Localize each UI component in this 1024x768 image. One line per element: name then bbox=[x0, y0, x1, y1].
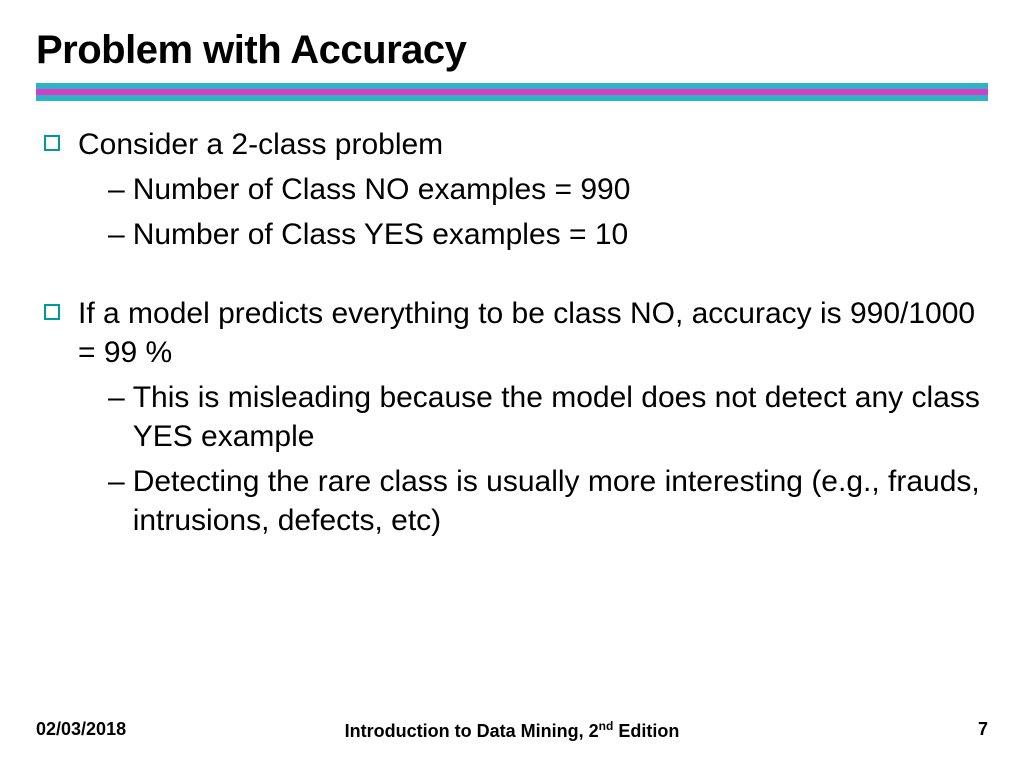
slide-footer: 02/03/2018 Introduction to Data Mining, … bbox=[36, 719, 988, 740]
slide: Problem with Accuracy Consider a 2-class… bbox=[0, 0, 1024, 768]
bullet-level2: – This is misleading because the model d… bbox=[108, 378, 988, 456]
footer-title-prefix: Introduction to Data Mining, 2 bbox=[345, 721, 599, 741]
spacer bbox=[44, 260, 988, 294]
bullet-level1: Consider a 2-class problem bbox=[44, 125, 988, 164]
footer-title: Introduction to Data Mining, 2nd Edition bbox=[345, 719, 680, 742]
footer-title-sup: nd bbox=[599, 719, 614, 733]
footer-date: 02/03/2018 bbox=[36, 719, 126, 740]
footer-title-suffix: Edition bbox=[613, 721, 679, 741]
square-bullet-icon bbox=[44, 135, 60, 151]
bullet-text: Number of Class NO examples = 990 bbox=[133, 170, 631, 209]
dash-bullet-icon: – bbox=[108, 462, 125, 501]
square-bullet-icon bbox=[44, 304, 60, 320]
bullet-text: Number of Class YES examples = 10 bbox=[133, 215, 629, 254]
dash-bullet-icon: – bbox=[108, 378, 125, 417]
bullet-text: If a model predicts everything to be cla… bbox=[78, 294, 988, 372]
title-divider bbox=[36, 83, 988, 101]
bullet-level2: – Detecting the rare class is usually mo… bbox=[108, 462, 988, 540]
bullet-level2: – Number of Class YES examples = 10 bbox=[108, 215, 988, 254]
bullet-level2: – Number of Class NO examples = 990 bbox=[108, 170, 988, 209]
dash-bullet-icon: – bbox=[108, 170, 125, 209]
bullet-text: This is misleading because the model doe… bbox=[133, 378, 988, 456]
slide-title: Problem with Accuracy bbox=[36, 28, 988, 73]
slide-content: Consider a 2-class problem – Number of C… bbox=[36, 125, 988, 540]
footer-page-number: 7 bbox=[978, 719, 988, 740]
dash-bullet-icon: – bbox=[108, 215, 125, 254]
bullet-text: Detecting the rare class is usually more… bbox=[133, 462, 988, 540]
divider-bar-3 bbox=[36, 95, 988, 101]
bullet-text: Consider a 2-class problem bbox=[78, 125, 443, 164]
bullet-level1: If a model predicts everything to be cla… bbox=[44, 294, 988, 372]
